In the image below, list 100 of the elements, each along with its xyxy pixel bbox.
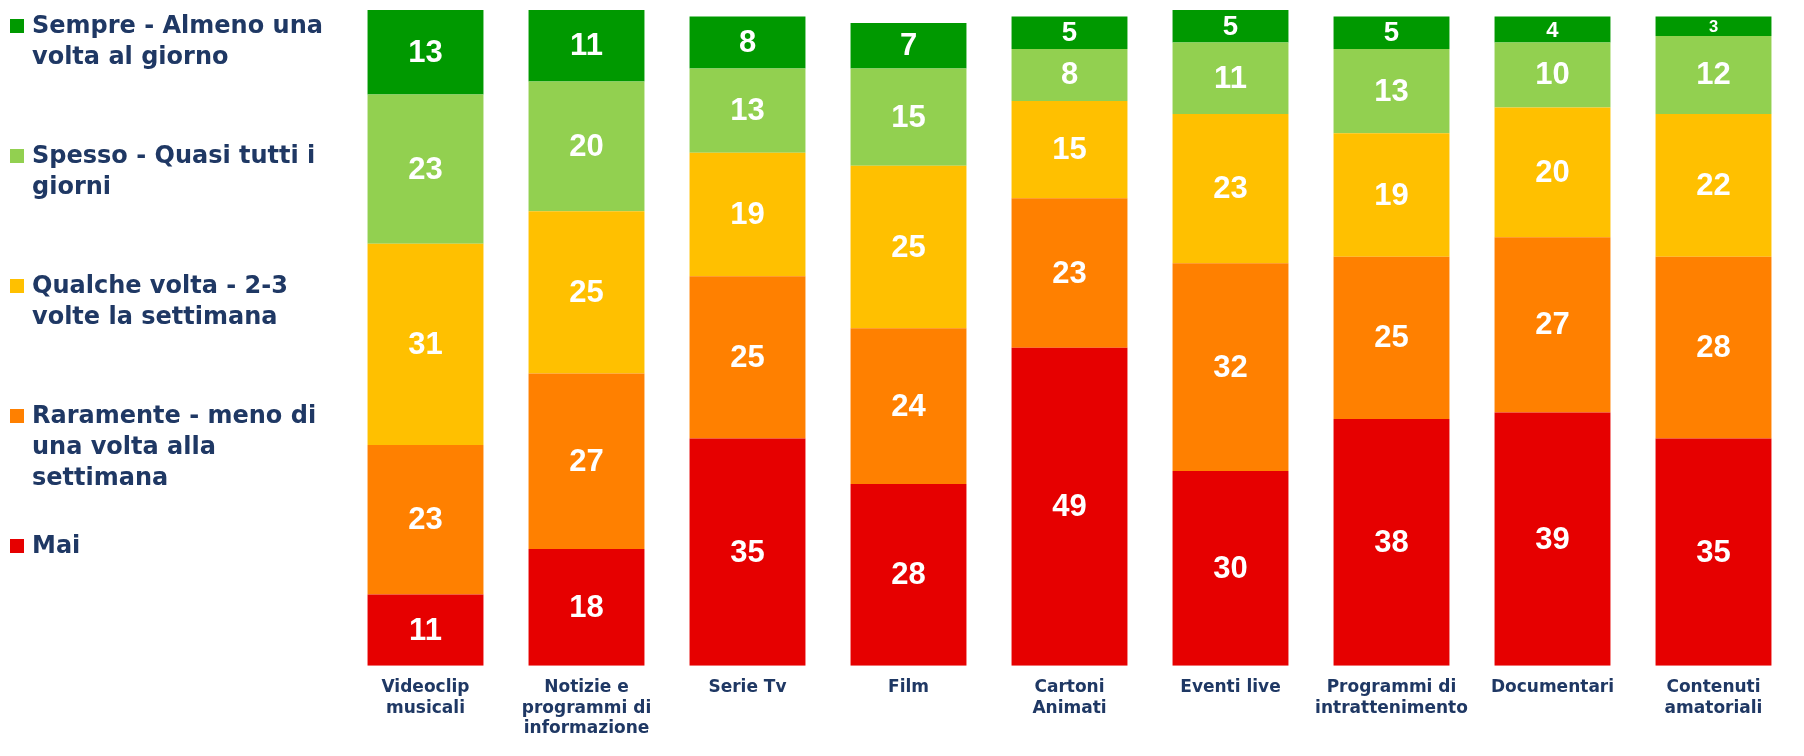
legend-label: Spesso - Quasi tutti i giorni [32,140,317,202]
x-tick-label: Documentari [1490,676,1615,697]
data-label: 27 [1535,306,1570,342]
bar [1333,48,1450,134]
data-label: 15 [1052,131,1087,167]
bar [1333,133,1450,257]
x-tick-label: Programmi di intrattenimento [1315,676,1468,717]
bar [1494,16,1611,43]
bar [850,328,967,484]
data-label: 38 [1374,523,1409,559]
bar [1011,198,1128,348]
bar [528,211,645,374]
data-label: 8 [738,24,757,60]
data-label: 23 [408,150,443,186]
bar [1172,10,1289,43]
bar [1655,35,1772,114]
data-label: 7 [899,27,918,63]
x-tick-label: Eventi live [1180,676,1281,697]
data-label: 5 [1383,16,1400,48]
data-label: 35 [1696,533,1731,569]
data-label: 28 [1696,329,1731,365]
bar [367,594,484,666]
data-label: 13 [730,92,765,128]
x-tick-label: Videoclip musicali [381,676,470,717]
bar [528,548,645,666]
data-label: 5 [1061,16,1078,48]
bar [367,445,484,595]
bar [1494,412,1611,666]
bar [850,483,967,666]
data-label: 23 [1213,170,1248,206]
bar [1333,256,1450,420]
x-tick-label: Notizie e programmi di informazione [521,676,652,738]
bar [1494,107,1611,238]
data-label: 25 [730,338,765,374]
data-label: 15 [891,98,926,134]
data-label: 10 [1535,56,1570,92]
data-label: 35 [730,533,765,569]
bar [1655,16,1772,36]
bar [367,94,484,244]
bar [850,22,967,69]
data-label: 18 [569,588,604,624]
data-label: 23 [408,501,443,537]
bar [1333,419,1450,666]
x-tick-label: Contenuti amatoriali [1664,676,1763,717]
bar [689,276,806,439]
x-tick-label: Film [888,676,929,697]
data-label: 28 [891,556,926,592]
data-label: 19 [730,196,765,232]
bar [1011,100,1128,199]
x-tick-label: Cartoni Animati [1032,676,1107,717]
data-label: 4 [1546,16,1560,42]
data-label: 12 [1696,56,1731,92]
bar [850,165,967,329]
data-label: 25 [569,274,604,309]
data-label: 25 [1374,319,1409,355]
bar [689,152,806,277]
data-label: 13 [408,33,443,69]
legend-label: Sempre - Almeno una volta al giorno [32,10,324,72]
data-label: 32 [1213,348,1248,384]
bar [1655,113,1772,257]
bar [1011,347,1128,666]
data-label: 20 [1535,153,1570,189]
bar [1172,113,1289,264]
data-label: 11 [409,611,442,647]
legend-label: Mai [32,530,81,561]
bar [367,10,484,95]
bar [367,243,484,446]
bar [1172,263,1289,472]
data-label: 25 [891,228,926,264]
data-label: 24 [891,387,927,423]
data-label: 8 [1060,56,1079,92]
data-label: 23 [1052,254,1087,290]
legend-label: Raramente - meno di una volta alla settimana [32,400,318,493]
bar [1655,256,1772,439]
bar [528,10,645,82]
bar [689,438,806,666]
data-label: 11 [570,27,603,63]
bar [528,81,645,212]
data-label: 13 [1374,72,1409,108]
bar [689,68,806,153]
bar [1494,237,1611,413]
x-tick-label: Serie Tv [708,676,787,697]
bar [1333,16,1450,49]
bar [1494,42,1611,108]
data-label: 31 [408,325,443,361]
legend-label: Qualche volta - 2-3 volte la settimana [32,270,289,332]
data-label: 30 [1213,549,1248,585]
data-label: 49 [1052,488,1087,524]
data-label: 5 [1222,9,1239,41]
bar [1011,16,1128,49]
bar [528,373,645,549]
bar [1172,42,1289,114]
data-label: 20 [569,127,604,163]
data-label: 11 [1214,59,1247,95]
data-label: 19 [1374,176,1409,212]
data-label: 3 [1708,16,1719,36]
bar [1011,48,1128,101]
bar [850,68,967,166]
data-label: 27 [569,442,604,478]
data-label: 22 [1696,166,1731,202]
